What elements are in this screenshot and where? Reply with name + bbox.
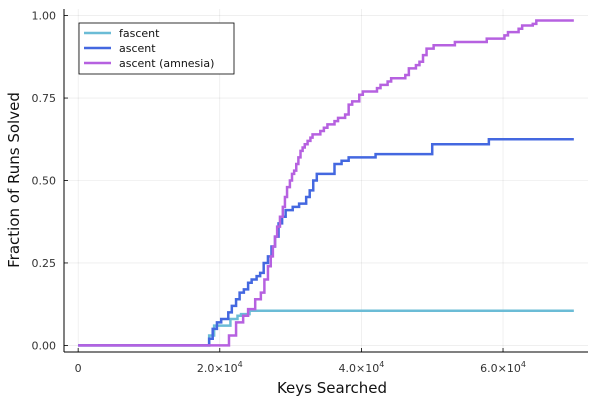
y-tick-label: 0.75 (32, 92, 57, 105)
axes (63, 9, 588, 353)
grid (64, 9, 588, 352)
legend-label: ascent (119, 42, 156, 55)
y-tick-label: 0.50 (32, 175, 57, 188)
legend-label: fascent (119, 27, 160, 40)
legend-label: ascent (amnesia) (119, 57, 214, 70)
y-axis-title: Fraction of Runs Solved (5, 92, 23, 268)
legend: fascent ascent ascent (amnesia) (78, 22, 235, 75)
x-tick-label: 6.0×104 (480, 360, 526, 375)
series-line-3 (78, 19, 574, 347)
y-tick-label: 1.00 (32, 10, 57, 23)
y-tick-label: 0.25 (32, 257, 57, 270)
tick-labels: 0 2.0×104 4.0×104 6.0×104 0.00 0.25 0.50 0.75 1.… (32, 10, 526, 375)
x-tick-label: 4.0×104 (338, 360, 384, 375)
x-tick-label: 0 (75, 362, 82, 375)
y-tick-label: 0.00 (32, 339, 57, 352)
x-tick-label: 2.0×104 (197, 360, 243, 375)
series-layer (78, 19, 574, 347)
x-axis-title: Keys Searched (277, 379, 387, 397)
